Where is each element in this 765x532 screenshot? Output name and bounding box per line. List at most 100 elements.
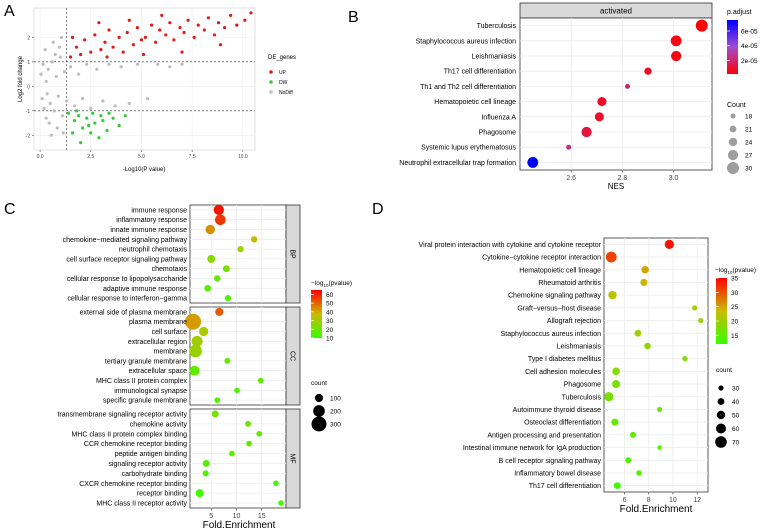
go-colorbar-label: 20 bbox=[326, 327, 334, 334]
volcano-point-up bbox=[196, 23, 200, 27]
volcano-point-nodiff bbox=[53, 52, 57, 57]
volcano-point-nodiff bbox=[49, 133, 53, 137]
kegg-point bbox=[604, 392, 614, 402]
go-point bbox=[189, 365, 200, 376]
go-point bbox=[202, 459, 210, 467]
gsea-size-label: 30 bbox=[745, 166, 753, 173]
volcano-point-up bbox=[229, 13, 233, 17]
volcano-point-dw bbox=[77, 114, 81, 118]
kegg-term-label: Rheumatoid arthritis bbox=[538, 280, 601, 287]
kegg-term-label: Osteoclast differentiation bbox=[524, 420, 601, 427]
gsea-term-label: Neutrophil extracellular trap formation bbox=[399, 160, 516, 167]
volcano-point-up bbox=[202, 28, 206, 32]
go-point bbox=[214, 397, 221, 403]
go-size-key bbox=[313, 405, 325, 417]
volcano-point-nodiff bbox=[55, 126, 59, 130]
go-point bbox=[191, 335, 203, 347]
go-point bbox=[202, 470, 209, 477]
gsea-x-tick-label: 2.6 bbox=[566, 175, 576, 182]
go-term-label: innate immune response bbox=[110, 227, 187, 234]
gsea-size-key bbox=[727, 149, 739, 161]
volcano-point-nodiff bbox=[40, 96, 44, 101]
kegg-point bbox=[625, 457, 632, 464]
gsea-colorbar bbox=[727, 20, 738, 74]
volcano-y-tick-label: 1 bbox=[27, 60, 30, 66]
volcano-point-dw bbox=[89, 131, 93, 135]
volcano-point-up bbox=[143, 35, 148, 39]
volcano-point-up bbox=[74, 45, 79, 49]
kegg-term-label: Hematopoietic cell lineage bbox=[519, 267, 601, 274]
go-point bbox=[215, 307, 224, 316]
gsea-term-label: Leishmaniasis bbox=[472, 54, 517, 61]
go-point bbox=[195, 489, 204, 498]
kegg-term-label: Viral protein interaction with cytokine … bbox=[419, 242, 602, 249]
gsea-dotplot: activated Tuberculosis Staphylococcus aur… bbox=[399, 2, 758, 191]
volcano-y-tick-label: 2 bbox=[27, 35, 30, 41]
kegg-term-label: Intestinal immune network for IgA produc… bbox=[463, 445, 601, 452]
volcano-point-up bbox=[111, 45, 115, 49]
go-term-label: CXCR chemokine receptor binding bbox=[79, 481, 187, 488]
volcano-y-tick-label: 0 bbox=[27, 84, 30, 90]
go-size-label: 100 bbox=[330, 396, 341, 403]
kegg-colorbar-title: −log10(pvalue) bbox=[715, 267, 756, 275]
gsea-size-key bbox=[727, 162, 739, 174]
go-point bbox=[229, 450, 235, 457]
go-facet-label: MF bbox=[289, 453, 296, 463]
go-size-key bbox=[314, 393, 324, 403]
volcano-point-nodiff bbox=[39, 72, 43, 76]
go-x-label: Fold.Enrichment bbox=[203, 520, 276, 531]
gsea-term-label: Th17 cell differentiation bbox=[444, 69, 516, 76]
kegg-colorbar-label: 30 bbox=[731, 290, 739, 297]
go-x-tick-label: 15 bbox=[258, 513, 266, 520]
volcano-point-up bbox=[107, 28, 111, 32]
volcano-point-dw bbox=[66, 111, 71, 115]
volcano-point-nodiff bbox=[59, 35, 63, 39]
volcano-legend-key-dw bbox=[269, 80, 273, 84]
gsea-size-label: 18 bbox=[745, 114, 753, 121]
volcano-point-nodiff bbox=[156, 62, 160, 66]
volcano-point-up bbox=[149, 23, 154, 27]
go-facet-cc: CC external side of plasma membrane plasma… bbox=[80, 306, 301, 406]
go-colorbar-label: 40 bbox=[326, 309, 334, 316]
go-point bbox=[257, 377, 264, 384]
gsea-term-label: Tuberculosis bbox=[477, 23, 517, 30]
volcano-x-label: -Log10(P value) bbox=[123, 167, 166, 173]
kegg-size-label: 40 bbox=[732, 399, 740, 406]
volcano-point-dw bbox=[91, 111, 95, 115]
volcano-point-up bbox=[121, 50, 125, 54]
kegg-point bbox=[692, 305, 698, 311]
kegg-colorbar-label: 20 bbox=[731, 319, 739, 326]
go-size-legend-title: count bbox=[311, 380, 327, 387]
go-enrichment-dotplot: BP immune response inflammatory response in… bbox=[57, 204, 352, 531]
gsea-term-label: Systemic lupus erythematosus bbox=[421, 145, 516, 152]
volcano-x-tick-label: 2.5 bbox=[87, 154, 94, 160]
go-point bbox=[214, 214, 226, 226]
go-x-tick-label: 5 bbox=[209, 513, 213, 520]
volcano-point-nodiff bbox=[101, 99, 105, 103]
volcano-point-up bbox=[216, 21, 221, 25]
gsea-point bbox=[527, 156, 539, 168]
volcano-point-up bbox=[99, 48, 103, 52]
volcano-point-nodiff bbox=[43, 48, 47, 52]
kegg-colorbar-label: 35 bbox=[731, 276, 739, 283]
gsea-size-legend-title: Count bbox=[727, 102, 746, 109]
kegg-enrichment-dotplot: Viral protein interaction with cytokine … bbox=[419, 237, 756, 515]
go-facet-strip bbox=[285, 408, 301, 509]
kegg-term-label: Allograft rejection bbox=[547, 318, 601, 325]
kegg-size-label: 70 bbox=[732, 440, 740, 447]
gsea-point bbox=[625, 83, 631, 89]
go-point bbox=[211, 410, 219, 418]
go-point bbox=[205, 224, 215, 235]
volcano-point-up bbox=[139, 38, 144, 42]
gsea-point bbox=[566, 144, 572, 150]
go-term-label: carbohydrate binding bbox=[122, 471, 187, 478]
kegg-colorbar-label: 25 bbox=[731, 304, 739, 311]
kegg-colorbar-label: 15 bbox=[731, 333, 739, 340]
volcano-point-up bbox=[222, 25, 227, 30]
go-facet-mf: MF transmembrane signaling receptor activ… bbox=[57, 408, 301, 520]
volcano-point-nodiff bbox=[81, 96, 85, 101]
kegg-term-label: Th17 cell differentiation bbox=[529, 483, 601, 490]
go-term-label: external side of plasma membrane bbox=[80, 309, 187, 316]
go-point bbox=[214, 275, 221, 282]
